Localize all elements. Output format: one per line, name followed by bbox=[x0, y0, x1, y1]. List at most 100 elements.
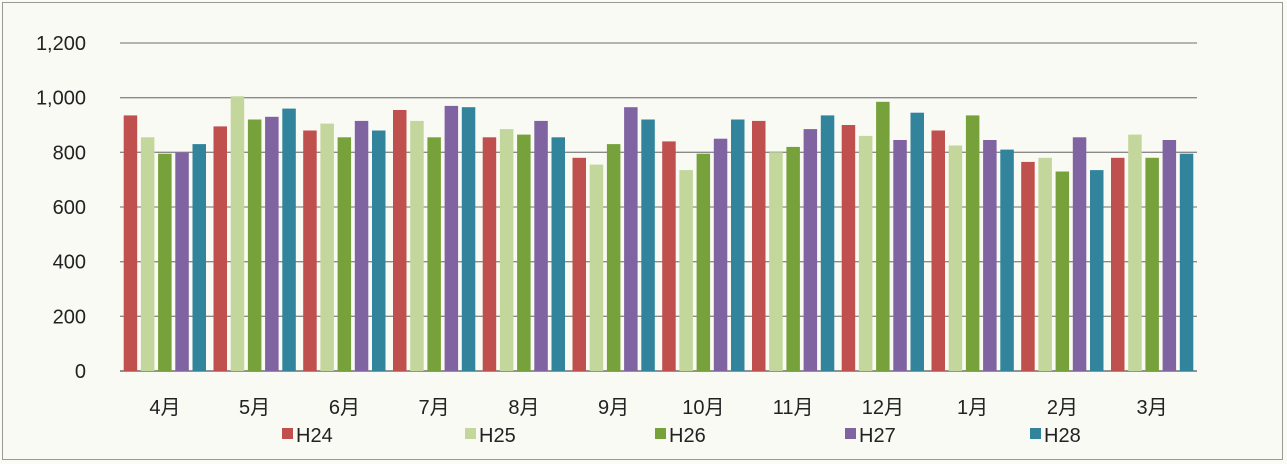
bar-H25-6 bbox=[679, 170, 693, 371]
bar-H26-8 bbox=[876, 101, 890, 372]
bar-H28-10 bbox=[1090, 170, 1104, 371]
legend-label: H27 bbox=[859, 425, 896, 447]
bar-H27-4 bbox=[534, 120, 548, 372]
bar-H28-7 bbox=[820, 115, 835, 372]
bar-H26-3 bbox=[427, 137, 441, 371]
legend-label: H28 bbox=[1044, 425, 1081, 447]
y-tick-label: 1,200 bbox=[36, 33, 86, 55]
x-tick-label: 9月 bbox=[598, 397, 629, 419]
bar-H25-8 bbox=[858, 135, 873, 371]
bar-H26-0 bbox=[158, 153, 172, 371]
bars bbox=[123, 96, 1194, 372]
bar-H25-0 bbox=[140, 137, 155, 371]
bar-H24-5 bbox=[572, 157, 586, 371]
bar-H25-10 bbox=[1038, 157, 1052, 371]
bar-H26-1 bbox=[247, 119, 262, 371]
bar-H28-1 bbox=[282, 108, 296, 371]
x-tick-label: 10月 bbox=[682, 397, 724, 419]
bar-H24-8 bbox=[841, 125, 856, 371]
legend-swatch bbox=[655, 428, 666, 439]
gridlines bbox=[120, 42, 1197, 372]
legend-label: H26 bbox=[669, 425, 706, 447]
y-tick-label: 200 bbox=[53, 306, 86, 328]
bar-H24-7 bbox=[752, 120, 766, 372]
bar-H24-0 bbox=[123, 115, 138, 372]
x-tick-label: 12月 bbox=[862, 397, 904, 419]
y-tick-label: 800 bbox=[53, 142, 86, 164]
legend-item-H25: H25 bbox=[465, 425, 516, 447]
x-tick-label: 3月 bbox=[1137, 397, 1168, 419]
legend-swatch bbox=[282, 428, 293, 439]
bar-H27-1 bbox=[265, 116, 279, 371]
bar-H28-5 bbox=[641, 119, 655, 371]
x-tick-label: 1月 bbox=[957, 397, 988, 419]
bar-H26-9 bbox=[965, 115, 980, 372]
bar-H27-9 bbox=[983, 140, 997, 371]
y-tick-label: 600 bbox=[53, 197, 86, 219]
bar-H28-9 bbox=[1000, 149, 1014, 371]
bar-H25-7 bbox=[769, 152, 783, 371]
bar-H27-10 bbox=[1072, 137, 1087, 371]
bar-H25-1 bbox=[230, 96, 245, 372]
bar-H28-3 bbox=[461, 107, 476, 371]
y-tick-label: 0 bbox=[75, 361, 86, 383]
x-tick-label: 2月 bbox=[1047, 397, 1078, 419]
legend-label: H25 bbox=[479, 425, 516, 447]
bar-H26-2 bbox=[337, 137, 352, 371]
bar-H28-0 bbox=[192, 144, 206, 371]
bar-H27-8 bbox=[893, 140, 907, 371]
x-axis-labels: 4月 5月 6月 7月 8月 9月 10月 11月 12月 1月 2月 3月 bbox=[149, 397, 1167, 419]
legend-swatch bbox=[1030, 428, 1041, 439]
bar-H27-0 bbox=[175, 152, 189, 371]
bar-H25-4 bbox=[499, 129, 514, 371]
bar-H24-1 bbox=[213, 126, 227, 372]
x-tick-label: 11月 bbox=[773, 397, 814, 419]
legend-item-H24: H24 bbox=[282, 425, 333, 447]
legend-item-H26: H26 bbox=[655, 425, 706, 447]
legend-label: H24 bbox=[296, 425, 333, 447]
bar-H24-3 bbox=[393, 110, 407, 371]
y-tick-label: 1,000 bbox=[36, 88, 86, 110]
bar-H28-11 bbox=[1179, 153, 1194, 371]
legend: H24 H25 H26 H27 H28 bbox=[282, 425, 1081, 447]
bar-H25-5 bbox=[589, 164, 604, 371]
x-tick-label: 5月 bbox=[239, 397, 270, 419]
bar-H27-2 bbox=[354, 120, 369, 372]
bar-H26-10 bbox=[1055, 171, 1070, 371]
bar-H24-4 bbox=[482, 137, 497, 371]
bar-H27-11 bbox=[1162, 140, 1177, 371]
bar-H24-11 bbox=[1111, 157, 1125, 371]
legend-swatch bbox=[845, 428, 856, 439]
bar-H25-2 bbox=[320, 123, 334, 371]
bar-H26-6 bbox=[696, 153, 711, 371]
legend-item-H27: H27 bbox=[845, 425, 896, 447]
bar-H24-9 bbox=[931, 130, 945, 371]
x-tick-label: 8月 bbox=[508, 397, 539, 419]
x-tick-label: 7月 bbox=[419, 397, 450, 419]
bar-H27-3 bbox=[444, 105, 459, 372]
bar-H24-6 bbox=[662, 141, 676, 371]
bar-H25-3 bbox=[410, 120, 424, 372]
bar-H27-5 bbox=[624, 107, 638, 371]
bar-H28-4 bbox=[551, 137, 565, 371]
bar-H27-6 bbox=[713, 138, 728, 371]
x-tick-label: 6月 bbox=[329, 397, 360, 419]
bar-H28-2 bbox=[372, 130, 386, 371]
legend-swatch bbox=[465, 428, 476, 439]
y-tick-label: 400 bbox=[53, 252, 86, 274]
y-axis-labels: 0 200 400 600 800 1,000 1,200 bbox=[36, 33, 86, 383]
legend-item-H28: H28 bbox=[1030, 425, 1081, 447]
x-tick-label: 4月 bbox=[149, 397, 180, 419]
bar-H28-8 bbox=[910, 112, 924, 371]
bar-H26-4 bbox=[517, 134, 531, 371]
bar-H26-5 bbox=[606, 144, 621, 371]
bar-H25-11 bbox=[1128, 134, 1142, 371]
bar-H27-7 bbox=[803, 129, 818, 371]
bar-H28-6 bbox=[731, 119, 745, 371]
bar-H26-7 bbox=[786, 146, 800, 371]
bar-H25-9 bbox=[948, 145, 963, 371]
bar-H24-2 bbox=[303, 130, 317, 371]
bar-H24-10 bbox=[1021, 161, 1035, 371]
bar-H26-11 bbox=[1145, 157, 1159, 371]
